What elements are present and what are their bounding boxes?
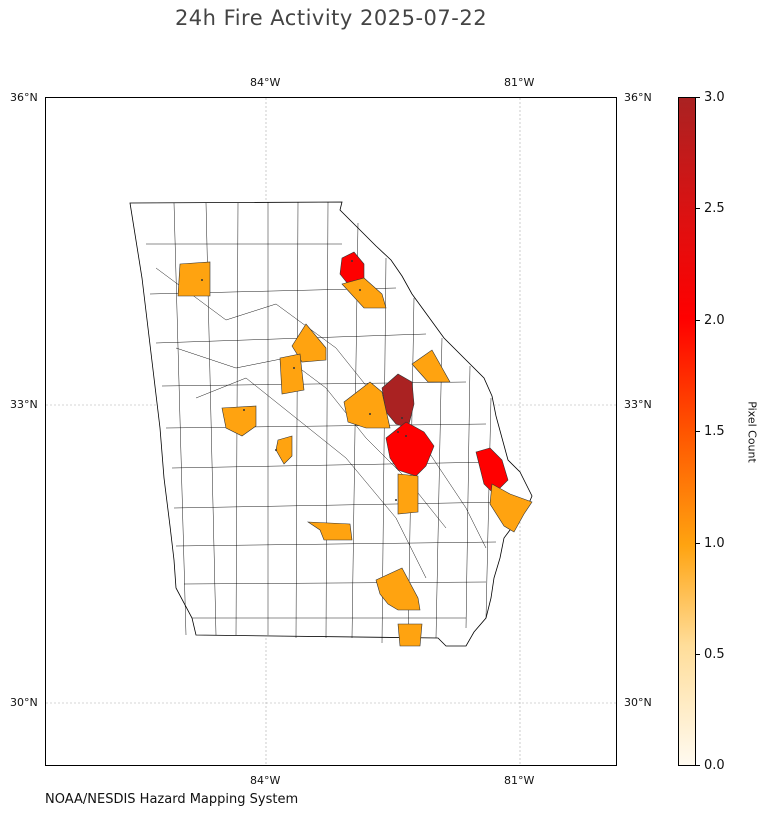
fire-marker — [201, 279, 203, 281]
fire-marker — [401, 417, 403, 419]
county-1-k — [306, 521, 353, 541]
colorbar-tick — [696, 97, 700, 98]
fire-marker — [359, 289, 361, 291]
county-1-a — [177, 261, 211, 297]
colorbar-tick — [696, 654, 700, 655]
colorbar-label-1-5: 1.5 — [704, 424, 725, 439]
county-1-l — [375, 567, 421, 611]
colorbar-label-2-0: 2.0 — [704, 313, 725, 328]
colorbar-label-0-0: 0.0 — [704, 758, 725, 773]
county-1-m — [397, 623, 423, 647]
data-credit: NOAA/NESDIS Hazard Mapping System — [45, 792, 299, 807]
county-1-g — [221, 405, 257, 437]
county-1-d — [279, 353, 305, 395]
lon-label-bottom-81w: 81°W — [504, 774, 535, 787]
fire-marker — [369, 413, 371, 415]
lat-label-right-33n: 33°N — [624, 398, 652, 411]
county-boundaries — [146, 201, 507, 644]
fire-marker — [351, 260, 353, 262]
colorbar-tick — [696, 208, 700, 209]
lon-label-top-81w: 81°W — [504, 76, 535, 89]
georgia-outline — [129, 201, 533, 647]
county-1-j — [489, 483, 533, 533]
county-1-e — [411, 349, 451, 383]
colorbar-tick — [696, 543, 700, 544]
fire-marker — [243, 409, 245, 411]
county-1-h — [275, 435, 293, 465]
fire-marker — [275, 449, 277, 451]
lat-label-left-30n: 30°N — [10, 696, 38, 709]
lat-label-left-36n: 36°N — [10, 91, 38, 104]
lon-label-bottom-84w: 84°W — [250, 774, 281, 787]
fire-counties — [177, 251, 533, 647]
fire-marker — [405, 435, 407, 437]
lat-label-right-30n: 30°N — [624, 696, 652, 709]
colorbar-title: Pixel Count — [745, 401, 759, 463]
county-2-a — [385, 421, 435, 477]
map-title: 24h Fire Activity 2025-07-22 — [174, 6, 488, 30]
colorbar-label-0-5: 0.5 — [704, 647, 725, 662]
lat-label-right-36n: 36°N — [624, 91, 652, 104]
colorbar-tick — [696, 431, 700, 432]
county-3 — [381, 373, 415, 429]
county-1-f — [343, 381, 391, 429]
county-1-i — [397, 473, 419, 515]
fire-marker — [397, 431, 399, 433]
lon-label-top-84w: 84°W — [250, 76, 281, 89]
map-frame — [45, 97, 617, 766]
county-2-c — [475, 447, 509, 495]
fire-marker — [395, 499, 397, 501]
fire-markers — [201, 260, 407, 501]
county-1-b — [341, 277, 387, 309]
colorbar-label-3-0: 3.0 — [704, 90, 725, 105]
lat-label-left-33n: 33°N — [10, 398, 38, 411]
colorbar-tick — [696, 320, 700, 321]
fire-marker — [293, 367, 295, 369]
colorbar — [678, 97, 696, 766]
colorbar-label-2-5: 2.5 — [704, 201, 725, 216]
colorbar-tick — [696, 765, 700, 766]
colorbar-label-1-0: 1.0 — [704, 536, 725, 551]
map-svg — [46, 98, 616, 765]
